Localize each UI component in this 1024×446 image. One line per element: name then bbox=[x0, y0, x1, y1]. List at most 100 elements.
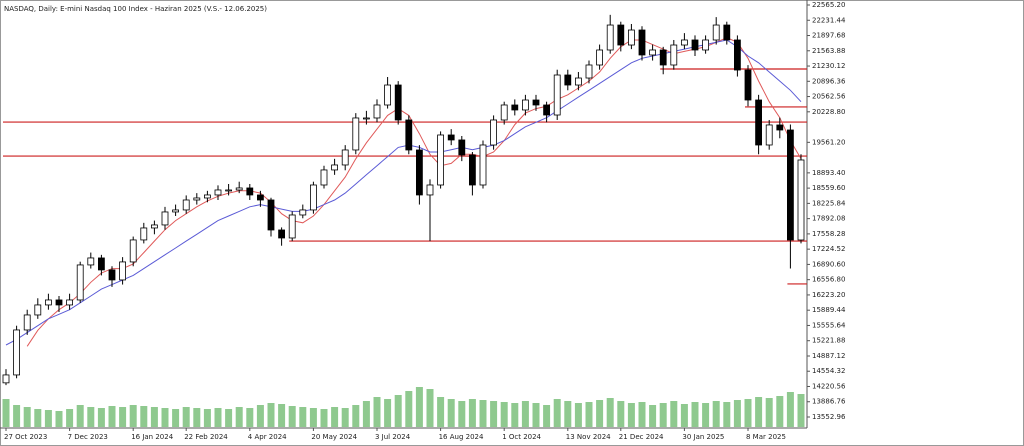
volume-bar bbox=[659, 403, 667, 427]
chart-title: NASDAQ, Daily: E-mini Nasdaq 100 Index -… bbox=[4, 5, 267, 13]
candle-body bbox=[458, 139, 466, 156]
y-tick-label: 15889.44 bbox=[812, 306, 846, 314]
volume-bar bbox=[320, 409, 328, 427]
y-tick-label: 21230.12 bbox=[812, 62, 845, 70]
moving-average bbox=[5, 39, 802, 346]
candle-body bbox=[585, 64, 593, 79]
volume-bar bbox=[299, 407, 307, 427]
volume-bar bbox=[150, 407, 158, 427]
candle-body bbox=[532, 99, 540, 106]
x-tick-label: 1 Oct 2024 bbox=[502, 433, 541, 441]
volume-bar bbox=[44, 410, 52, 427]
y-tick-label: 21897.68 bbox=[812, 32, 845, 40]
x-tick-label: 7 Dec 2023 bbox=[68, 433, 108, 441]
y-tick-label: 15555.64 bbox=[812, 321, 846, 329]
candle-body bbox=[299, 209, 307, 216]
y-tick-label: 15221.88 bbox=[812, 337, 845, 345]
volume-bar bbox=[341, 408, 349, 427]
y-tick-label: 22231.44 bbox=[812, 16, 846, 24]
x-tick-label: 22 Feb 2024 bbox=[184, 433, 228, 441]
candle-body bbox=[362, 117, 370, 120]
y-tick-label: 20896.36 bbox=[812, 77, 846, 85]
volume-bar bbox=[447, 399, 455, 427]
y-tick-label: 14887.12 bbox=[812, 352, 845, 360]
x-tick-label: 8 Mar 2025 bbox=[746, 433, 786, 441]
candle-body bbox=[225, 189, 233, 192]
volume-bar bbox=[500, 402, 508, 427]
candle-body bbox=[702, 39, 709, 51]
volume-bar bbox=[119, 407, 127, 427]
candle-body bbox=[553, 74, 561, 116]
volume-bar bbox=[606, 398, 614, 427]
volume-bar bbox=[2, 399, 10, 427]
y-tick-label: 19561.20 bbox=[812, 138, 845, 146]
candle-body bbox=[161, 211, 169, 226]
candle-body bbox=[490, 119, 498, 146]
volume-bar bbox=[278, 404, 286, 427]
candle-body bbox=[214, 189, 222, 196]
candle-body bbox=[119, 261, 126, 281]
volume-bar bbox=[765, 398, 773, 427]
volume-bar bbox=[415, 387, 423, 427]
volume-bar bbox=[256, 405, 264, 427]
volume-bar bbox=[776, 396, 784, 427]
candle-body bbox=[606, 24, 614, 51]
volume-bar bbox=[553, 399, 561, 427]
volume-bar bbox=[755, 397, 763, 427]
volume-bar bbox=[34, 409, 42, 427]
y-tick-label: 13552.96 bbox=[812, 413, 846, 421]
candle-body bbox=[288, 214, 296, 239]
volume-bar bbox=[108, 406, 116, 427]
candle-body bbox=[373, 104, 381, 119]
candle-body bbox=[278, 229, 286, 239]
candle-body bbox=[617, 24, 625, 46]
x-tick-label: 27 Oct 2023 bbox=[4, 433, 47, 441]
y-tick-label: 14554.32 bbox=[812, 367, 845, 375]
candle-body bbox=[628, 29, 635, 46]
volume-bar bbox=[362, 401, 370, 427]
volume-bar bbox=[458, 401, 466, 427]
candle-body bbox=[723, 24, 731, 41]
volume-bar bbox=[13, 405, 21, 427]
candle-body bbox=[172, 209, 180, 213]
volume-bar bbox=[532, 403, 540, 427]
y-tick-label: 13886.76 bbox=[812, 398, 846, 406]
x-tick-label: 16 Jan 2024 bbox=[131, 433, 174, 441]
volume-bar bbox=[405, 391, 413, 427]
candle-body bbox=[256, 194, 264, 201]
volume-bar bbox=[680, 404, 688, 427]
candle-body bbox=[55, 299, 63, 306]
y-tick-label: 17558.28 bbox=[812, 230, 845, 238]
x-tick-label: 13 Nov 2024 bbox=[566, 433, 611, 441]
volume-bar bbox=[649, 405, 657, 427]
y-tick-label: 20562.56 bbox=[812, 93, 846, 101]
volume-bar bbox=[246, 408, 254, 427]
candle-body bbox=[235, 187, 243, 191]
candle-body bbox=[479, 144, 487, 186]
volume-bar bbox=[543, 405, 551, 427]
volume-bar bbox=[23, 407, 31, 427]
candle-body bbox=[87, 257, 95, 266]
x-tick-label: 21 Dec 2024 bbox=[619, 433, 664, 441]
volume-bar bbox=[479, 400, 487, 427]
candle-body bbox=[787, 129, 794, 241]
candle-body bbox=[575, 77, 582, 86]
volume-bar bbox=[521, 401, 529, 427]
candle-body bbox=[712, 24, 720, 41]
y-tick-label: 21563.88 bbox=[812, 47, 845, 55]
y-tick-label: 14220.56 bbox=[812, 382, 846, 390]
y-tick-label: 18225.84 bbox=[812, 199, 846, 207]
candle-body bbox=[797, 159, 805, 241]
candle-body bbox=[437, 134, 445, 186]
volume-bar bbox=[691, 402, 699, 427]
candle-body bbox=[681, 39, 688, 46]
volume-bar bbox=[702, 403, 710, 427]
volume-bar bbox=[76, 405, 84, 427]
candle-body bbox=[511, 104, 519, 111]
volume-bar bbox=[585, 402, 593, 427]
candle-body bbox=[734, 39, 741, 71]
volume-bar bbox=[267, 403, 275, 427]
candle-body bbox=[13, 329, 21, 376]
